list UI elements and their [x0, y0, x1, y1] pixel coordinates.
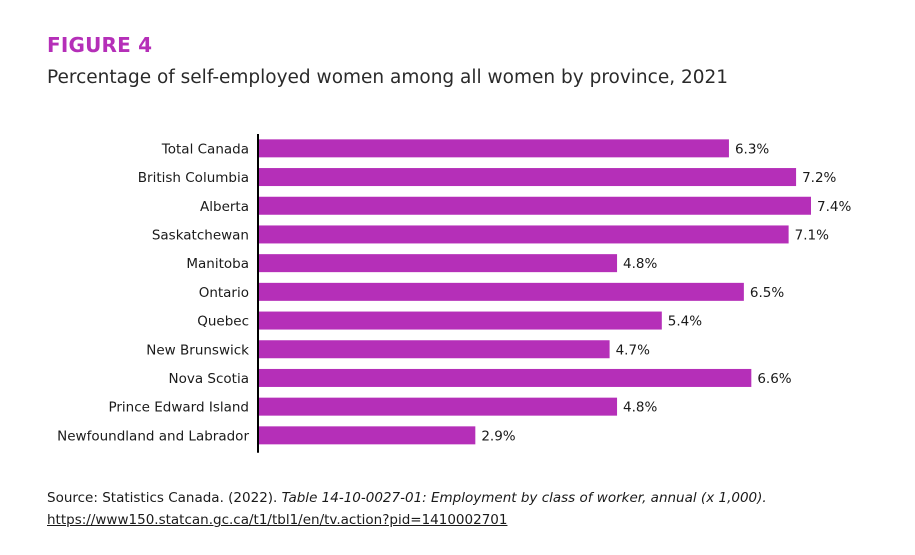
category-label: Newfoundland and Labrador [57, 428, 249, 444]
category-label: Alberta [200, 199, 249, 215]
value-label: 6.5% [750, 285, 784, 301]
category-label: British Columbia [138, 170, 249, 186]
value-label: 7.4% [817, 199, 851, 215]
source-prefix: Source: Statistics Canada. (2022). [47, 490, 282, 506]
bar [259, 225, 789, 244]
bar [259, 139, 729, 158]
bar [259, 397, 618, 416]
bar [259, 426, 476, 445]
source-table-title: Table 14-10-0027-01: Employment by class… [281, 490, 767, 506]
figure-label: FIGURE 4 [47, 33, 153, 57]
category-label: New Brunswick [146, 342, 249, 358]
value-label: 6.3% [735, 141, 769, 157]
value-label: 7.1% [795, 227, 829, 243]
value-label: 4.8% [623, 400, 657, 416]
bar [259, 340, 610, 359]
value-label: 2.9% [481, 428, 515, 444]
bar [259, 282, 744, 301]
source-note: Source: Statistics Canada. (2022). Table… [47, 487, 787, 531]
chart-title: Percentage of self-employed women among … [47, 67, 729, 88]
category-label: Saskatchewan [152, 227, 249, 243]
bar [259, 168, 797, 187]
bar-chart: Total Canada 6.3% British Columbia 7.2% Albe… [57, 134, 851, 453]
category-label: Quebec [197, 314, 249, 330]
category-label: Total Canada [161, 141, 249, 157]
category-label: Manitoba [186, 256, 249, 272]
value-label: 4.7% [616, 342, 650, 358]
value-label: 4.8% [623, 256, 657, 272]
source-link[interactable]: https://www150.statcan.gc.ca/t1/tbl1/en/… [47, 512, 508, 528]
bar [259, 311, 662, 330]
bar [259, 196, 811, 215]
bar [259, 368, 752, 387]
value-label: 6.6% [757, 371, 791, 387]
value-label: 5.4% [668, 314, 702, 330]
value-label: 7.2% [802, 170, 836, 186]
category-label: Prince Edward Island [108, 400, 249, 416]
bar [259, 254, 618, 273]
category-label: Nova Scotia [169, 371, 249, 387]
category-label: Ontario [199, 285, 249, 301]
bars-group: Total Canada 6.3% British Columbia 7.2% Albe… [57, 139, 851, 445]
